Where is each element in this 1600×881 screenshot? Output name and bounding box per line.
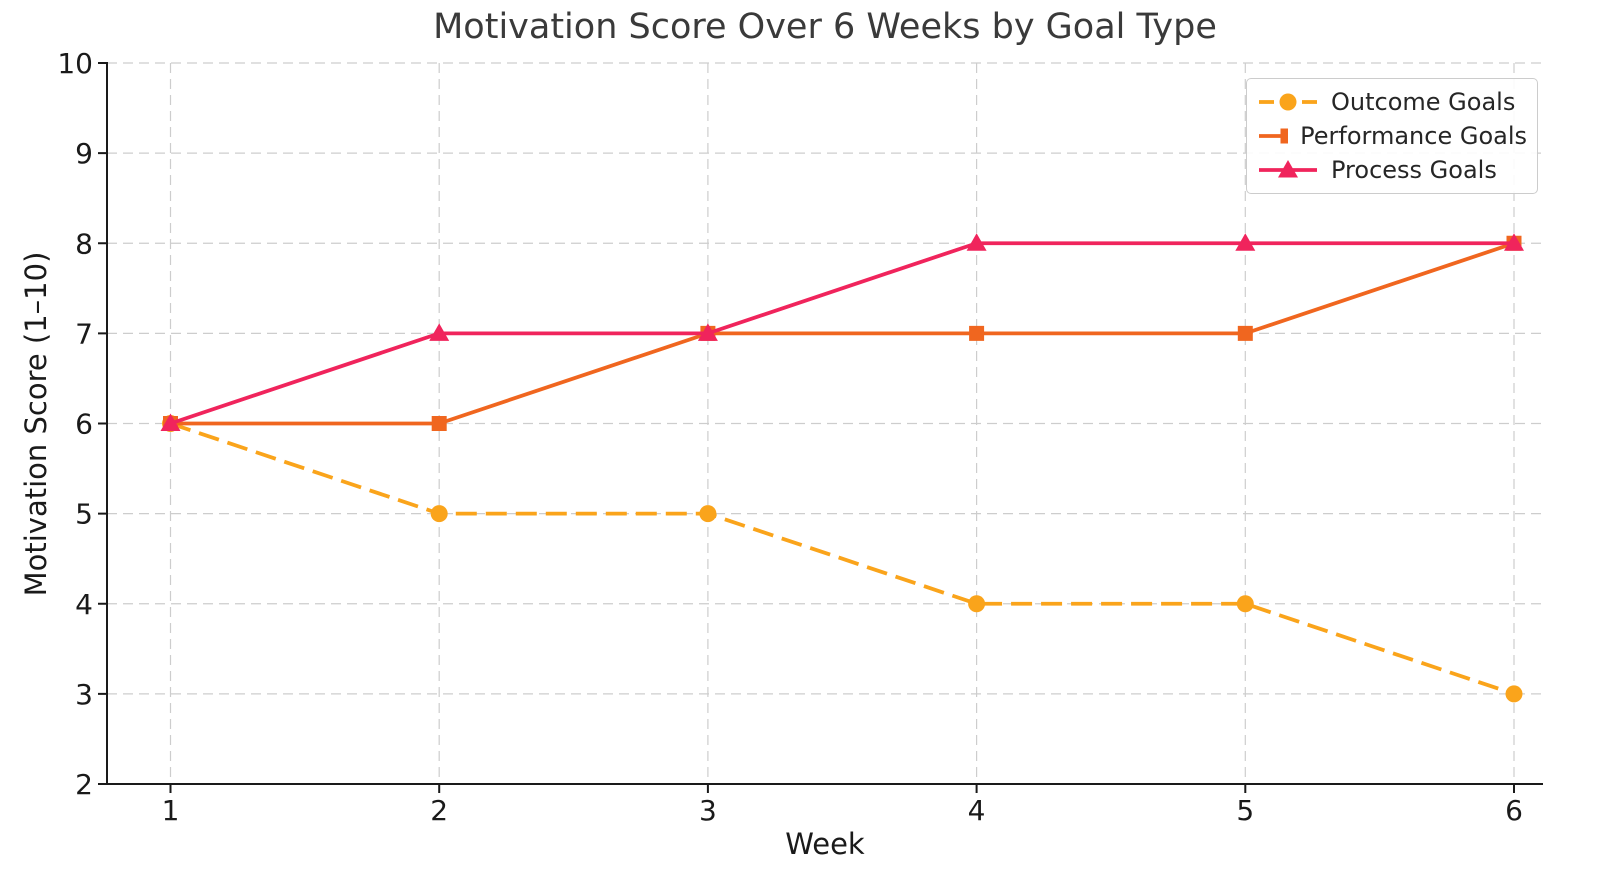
y-tick-label: 6 [75, 408, 93, 441]
square-legend-key-icon [1259, 128, 1289, 144]
series-line [169, 241, 1514, 426]
y-tick-label: 7 [75, 317, 93, 350]
x-tick-label: 4 [968, 794, 986, 827]
x-tick-label: 6 [1505, 794, 1523, 827]
y-tick-label: 10 [57, 47, 93, 80]
y-tick-label: 4 [75, 588, 93, 621]
chart-title: Motivation Score Over 6 Weeks by Goal Ty… [433, 7, 1217, 47]
series-process-goals [160, 233, 1524, 431]
circle-legend-key-icon [1259, 93, 1317, 111]
circle-marker [1505, 685, 1523, 703]
y-tick-label: 5 [75, 498, 93, 531]
square-marker [969, 325, 985, 341]
legend: Outcome Goals Performance Goals Process Go… [1246, 78, 1538, 194]
triangle-marker [160, 413, 181, 431]
triangle-marker [1235, 233, 1256, 251]
square-marker [1280, 128, 1289, 144]
x-tick-label: 5 [1236, 794, 1254, 827]
circle-marker [1279, 93, 1297, 111]
axes: 1 2 3 4 5 6 2 3 4 5 6 7 8 9 10 [57, 47, 1543, 827]
legend-item-label: Outcome Goals [1331, 88, 1516, 116]
y-tick-label: 2 [75, 768, 93, 801]
y-tick-label: 9 [75, 137, 93, 170]
x-tick-label: 2 [430, 794, 448, 827]
legend-item-label: Performance Goals [1300, 122, 1527, 150]
series-outcome-goals [162, 415, 1523, 703]
triangle-marker [697, 323, 718, 341]
triangle-legend-key-icon [1259, 160, 1317, 178]
triangle-marker [429, 323, 450, 341]
triangle-marker [1504, 233, 1524, 251]
legend-item-label: Process Goals [1331, 156, 1497, 184]
square-marker [1237, 325, 1253, 341]
y-tick-label: 3 [75, 678, 93, 711]
legend-item-process-goals: Process Goals [1257, 154, 1527, 186]
circle-marker [699, 505, 717, 523]
triangle-marker [966, 233, 987, 251]
series-line [169, 421, 1515, 696]
square-marker [431, 416, 447, 431]
series-line [170, 241, 1515, 426]
circle-marker [1236, 595, 1254, 613]
circle-marker [430, 505, 448, 523]
y-axis-label-text: Motivation Score (1–10) [19, 251, 53, 597]
y-tick-label: 8 [75, 227, 93, 260]
legend-item-outcome-goals: Outcome Goals [1257, 86, 1527, 118]
circle-marker [968, 595, 986, 613]
legend-item-performance-goals: Performance Goals [1257, 120, 1527, 152]
x-tick-label: 1 [162, 794, 180, 827]
triangle-marker [1278, 160, 1298, 178]
x-axis-label: Week [785, 827, 865, 861]
x-tick-label: 3 [699, 794, 717, 827]
